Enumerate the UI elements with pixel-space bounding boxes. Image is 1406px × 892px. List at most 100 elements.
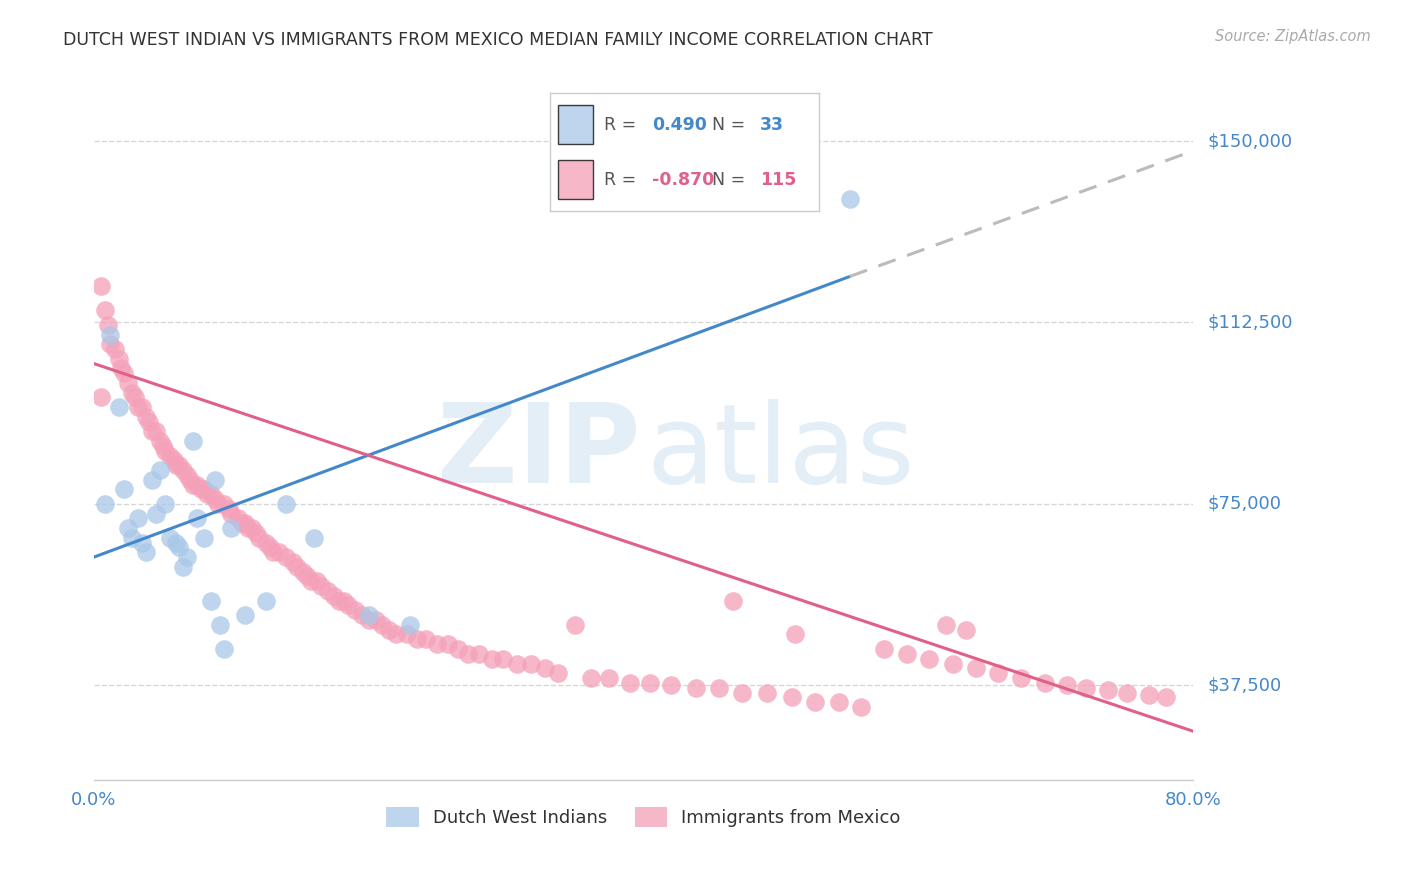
Point [987,666,1010,681]
Point [1137,688,1160,702]
Point [121,531,143,545]
Point [254,535,277,549]
Point [195,487,218,501]
Point [385,627,408,641]
Point [506,657,529,671]
Point [269,545,291,559]
Point [276,550,298,565]
Point [167,458,190,473]
Point [564,617,586,632]
Point [226,511,249,525]
Point [221,507,243,521]
Point [827,695,849,709]
Point [100,337,122,351]
Text: DUTCH WEST INDIAN VS IMMIGRANTS FROM MEXICO MEDIAN FAMILY INCOME CORRELATION CHA: DUTCH WEST INDIAN VS IMMIGRANTS FROM MEX… [63,31,934,49]
Point [162,453,184,467]
Point [181,477,204,491]
Point [437,637,460,651]
Point [141,425,163,439]
Point [112,483,135,497]
Point [218,501,240,516]
Point [533,661,555,675]
Point [200,593,222,607]
Point [127,511,149,525]
Point [259,541,281,555]
Point [467,647,489,661]
Point [350,608,373,623]
Point [707,681,730,695]
Point [295,569,318,583]
Point [107,400,129,414]
Point [121,385,143,400]
Point [333,593,356,607]
Point [291,565,314,579]
Point [254,593,277,607]
Point [1033,676,1056,690]
Point [138,415,160,429]
Point [94,303,117,318]
Point [100,327,122,342]
Point [233,608,256,623]
Point [165,458,187,473]
Point [721,593,744,607]
Point [405,632,427,647]
Point [117,521,139,535]
Point [447,642,470,657]
Point [942,657,965,671]
Point [1010,671,1032,685]
Point [481,651,503,665]
Point [896,647,918,661]
Point [193,483,215,497]
Point [285,559,308,574]
Text: $37,500: $37,500 [1208,676,1281,694]
Point [299,574,322,589]
Point [90,391,112,405]
Point [112,366,135,380]
Point [193,531,215,545]
Point [731,685,754,699]
Point [328,593,350,607]
Point [965,661,987,675]
Point [619,676,641,690]
Point [204,491,226,506]
Point [357,613,380,627]
Text: $75,000: $75,000 [1208,495,1281,513]
Point [149,434,172,448]
Point [343,603,366,617]
Point [378,623,401,637]
Point [685,681,707,695]
Point [780,690,803,705]
Point [337,599,360,613]
Point [186,477,208,491]
Point [873,642,896,657]
Point [598,671,620,685]
Point [214,642,236,657]
Point [214,497,236,511]
Text: Source: ZipAtlas.com: Source: ZipAtlas.com [1215,29,1371,44]
Point [155,497,177,511]
Point [1056,678,1078,692]
Point [141,473,163,487]
Point [231,516,253,531]
Point [804,695,827,709]
Point [97,318,120,332]
Point [90,279,112,293]
Point [399,617,422,632]
Point [107,351,129,366]
Point [457,647,479,661]
Point [181,434,204,448]
Point [492,651,515,665]
Point [240,521,263,535]
Point [110,361,132,376]
Point [849,700,872,714]
Point [135,545,157,559]
Point [1154,690,1177,705]
Point [155,443,177,458]
Point [172,559,194,574]
Point [364,613,387,627]
Text: ZIP: ZIP [437,399,640,506]
Point [1097,683,1119,698]
Point [783,627,806,641]
Point [145,507,167,521]
Point [167,541,190,555]
